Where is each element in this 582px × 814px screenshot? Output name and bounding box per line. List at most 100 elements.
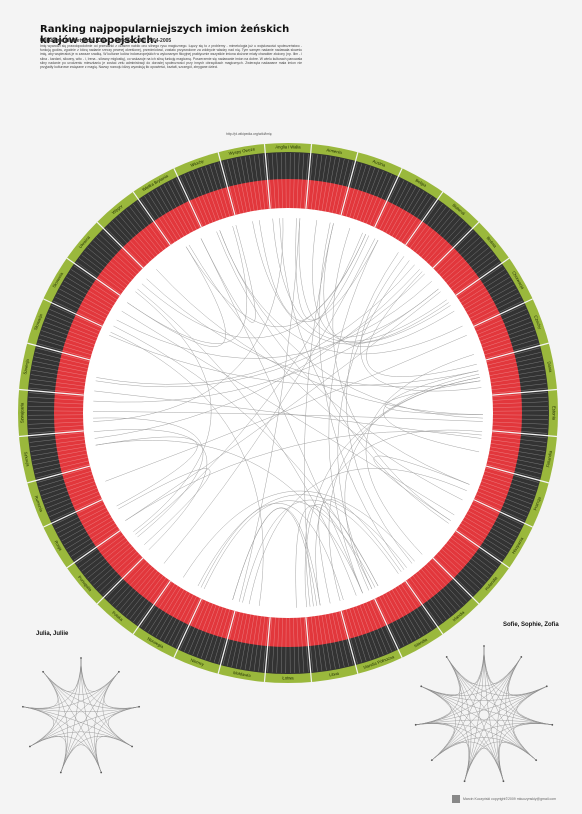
chord-line (125, 431, 482, 521)
small-chord-line (103, 671, 140, 709)
name-slot-tick (167, 182, 197, 237)
small-node (502, 780, 505, 783)
country-label: Rumunia (34, 495, 45, 513)
chord-line (146, 278, 481, 388)
name-slot-tick (429, 552, 474, 596)
name-slot-tick (447, 258, 498, 295)
chord-line (135, 232, 363, 535)
name-slot-tick (296, 153, 300, 215)
name-slot-tick (271, 611, 277, 673)
name-slot-tick (457, 516, 510, 550)
name-slot-tick (373, 178, 401, 234)
name-slot-tick (486, 431, 547, 439)
name-slot-tick (467, 498, 523, 526)
small-chord-line (80, 657, 102, 773)
name-slot-tick (482, 360, 543, 374)
country-separator (405, 580, 444, 635)
name-slot-tick (167, 589, 197, 644)
name-slots (28, 153, 548, 673)
name-slot-tick (427, 554, 471, 599)
name-slot-tick (47, 488, 105, 513)
chord-line (203, 500, 376, 590)
name-slot-tick (419, 561, 461, 608)
name-slot-tick (205, 166, 226, 225)
chord-line (248, 468, 467, 605)
name-slot-tick (424, 557, 468, 602)
country-separator (18, 388, 84, 396)
name-slot-tick (244, 156, 256, 217)
small-chord-line (431, 656, 522, 761)
small-chord-line (513, 722, 553, 761)
country-separator (43, 499, 103, 528)
name-slot-tick (200, 600, 222, 659)
name-slot-tick (179, 176, 206, 233)
name-slot-tick (93, 544, 140, 586)
chord-line (315, 429, 483, 606)
name-slot-tick (253, 610, 263, 671)
name-slot-tick (188, 172, 213, 230)
chord-line (200, 503, 344, 601)
name-slot-tick (258, 154, 266, 216)
name-slot-tick (473, 317, 531, 341)
name-slot-tick (424, 224, 468, 269)
name-slot-tick (155, 188, 188, 242)
name-slot-tick (461, 510, 515, 542)
name-slot-tick (209, 164, 229, 224)
name-slot-tick (474, 321, 532, 344)
name-slot-tick (289, 611, 291, 673)
small-node (463, 780, 466, 783)
name-slot-tick (477, 334, 537, 354)
country-separator (305, 143, 313, 209)
name-slot-tick (240, 157, 252, 218)
small-chord-line (42, 671, 69, 773)
country-separator (374, 168, 403, 228)
name-slot-tick (235, 158, 249, 219)
country-label: Belgia (415, 178, 428, 188)
name-slot-tick (81, 254, 131, 293)
name-slot-tick (39, 334, 99, 354)
country-label: Szwajcaria (20, 402, 25, 423)
name-slot-tick (184, 595, 209, 652)
name-slot-tick (481, 459, 541, 474)
name-slot-tick (66, 276, 119, 310)
chord-line (332, 228, 451, 521)
small-node (100, 771, 103, 774)
name-slot-tick (455, 273, 508, 307)
name-slot-tick (340, 162, 358, 222)
country-label: Litwa (329, 671, 340, 678)
name-slot-tick (303, 611, 309, 673)
source-link[interactable]: http://pl.wikipedia.org/wiki/Imię (226, 132, 272, 136)
name-slot-tick (61, 510, 115, 542)
name-slot-tick (29, 435, 91, 443)
name-slot-tick (478, 338, 538, 357)
name-slot-tick (55, 501, 111, 530)
name-slot-tick (445, 254, 495, 293)
name-slot-tick (108, 224, 152, 269)
country-separator (340, 152, 359, 216)
small-chord-line (60, 671, 120, 773)
name-slot-tick (292, 611, 296, 673)
name-slot-tick (99, 549, 144, 593)
name-slot-tick (271, 153, 277, 215)
name-slot-tick (441, 539, 489, 579)
chord-line (93, 429, 207, 550)
chord-line (312, 220, 449, 343)
name-slot-tick (51, 304, 108, 331)
name-slot-tick (388, 584, 421, 638)
name-slot-tick (29, 383, 91, 391)
name-slot-tick (184, 174, 209, 231)
country-separator (473, 499, 533, 528)
name-slot-tick (400, 198, 436, 250)
name-slot-tick (347, 164, 367, 224)
country-label: Szkocja (23, 451, 31, 467)
name-slot-tick (486, 417, 548, 421)
chord-line (242, 499, 399, 603)
name-slot-tick (350, 166, 371, 225)
small-chord-line (42, 671, 102, 773)
name-slot-tick (90, 243, 137, 284)
small-chord-line (42, 671, 133, 747)
name-slot-tick (403, 201, 440, 252)
name-slot-tick (397, 578, 432, 630)
name-slot-tick (486, 387, 547, 395)
country-label: Anglia i Walia (275, 145, 301, 150)
